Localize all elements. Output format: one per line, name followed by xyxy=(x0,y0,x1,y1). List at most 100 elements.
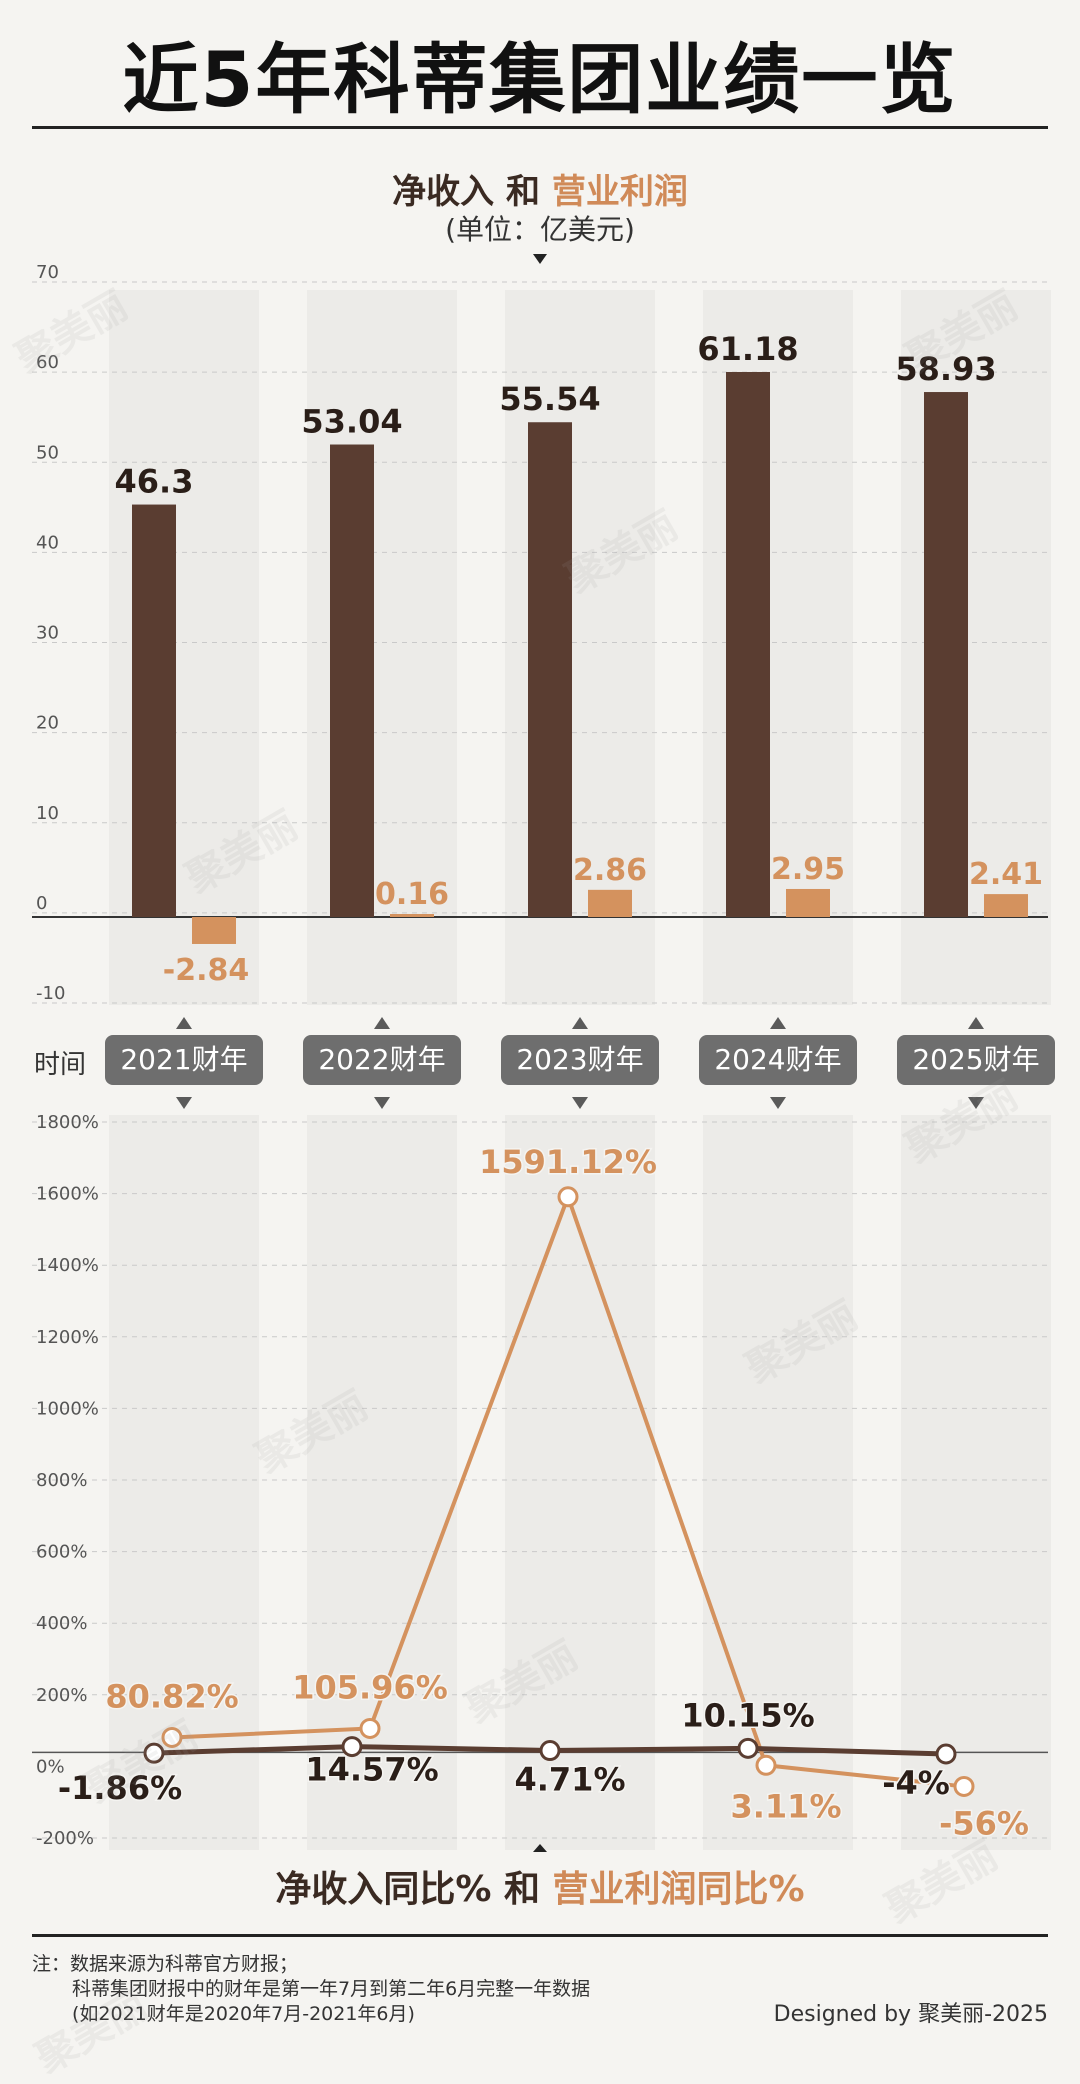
profit-value-label: -2.84 xyxy=(163,953,249,988)
triangle-down-icon xyxy=(572,1097,588,1109)
bottom-y-tick-label: 400% xyxy=(36,1613,87,1634)
triangle-down-icon xyxy=(533,254,547,264)
revenue-value-label: 61.18 xyxy=(697,330,798,368)
revenue-growth-point xyxy=(539,1740,561,1762)
revenue-growth-label: 14.57% xyxy=(305,1751,438,1789)
profit-bar-2024财年 xyxy=(786,888,830,917)
year-label-pill: 2023财年 xyxy=(501,1035,659,1085)
profit-growth-label: 3.11% xyxy=(730,1787,841,1825)
revenue-growth-point xyxy=(737,1737,759,1759)
profit-value-label: 0.16 xyxy=(375,877,449,912)
triangle-up-icon xyxy=(374,1017,390,1029)
top-chart-title-revenue: 净收入 xyxy=(392,172,495,212)
footer-divider xyxy=(32,1934,1048,1937)
revenue-growth-label: -1.86% xyxy=(58,1769,182,1807)
profit-value-label: 2.95 xyxy=(771,852,845,887)
column-band-top-1 xyxy=(109,290,259,1005)
year-label-pill: 2022财年 xyxy=(303,1035,461,1085)
footnote-line-1: 注：数据来源为科蒂官方财报； xyxy=(32,1953,299,1975)
top-y-tick-label: 10 xyxy=(36,803,59,824)
column-band-top-4 xyxy=(703,290,853,1005)
top-y-tick-label: -10 xyxy=(36,983,65,1004)
profit-bar-2025财年 xyxy=(984,894,1028,917)
year-label-pill: 2024财年 xyxy=(699,1035,857,1085)
top-y-tick-label: 20 xyxy=(36,713,59,734)
revenue-value-label: 53.04 xyxy=(301,403,402,441)
top-y-tick-label: 50 xyxy=(36,442,59,463)
profit-value-label: 2.41 xyxy=(969,857,1043,892)
revenue-growth-label: 4.71% xyxy=(514,1761,625,1799)
profit-growth-label: -56% xyxy=(939,1804,1029,1842)
bottom-chart-title-and: 和 xyxy=(503,1869,540,1910)
top-y-tick-label: 30 xyxy=(36,623,59,644)
profit-growth-point xyxy=(161,1726,183,1748)
bottom-y-tick-label: 1600% xyxy=(36,1184,99,1205)
profit-growth-label: 105.96% xyxy=(292,1668,448,1706)
profit-growth-label: 1591.12% xyxy=(479,1143,657,1181)
triangle-up-icon xyxy=(533,1844,547,1852)
triangle-down-icon xyxy=(374,1097,390,1109)
revenue-growth-point xyxy=(935,1743,957,1765)
top-chart-title: 净收入 和 营业利润 xyxy=(0,164,1080,213)
column-band-top-5 xyxy=(901,290,1051,1005)
top-y-tick-label: 0 xyxy=(36,893,47,914)
column-band-bottom-4 xyxy=(703,1115,853,1850)
bottom-y-tick-label: 800% xyxy=(36,1470,87,1491)
triangle-down-icon xyxy=(176,1097,192,1109)
revenue-growth-label: 10.15% xyxy=(681,1696,814,1734)
footnote-line-2: 科蒂集团财报中的财年是第一年7月到第二年6月完整一年数据 xyxy=(72,1978,591,2000)
year-label-pill: 2021财年 xyxy=(105,1035,263,1085)
bottom-chart-title-profit: 营业利润同比% xyxy=(552,1869,805,1910)
bottom-y-tick-label: 600% xyxy=(36,1542,87,1563)
profit-growth-point xyxy=(953,1775,975,1797)
top-y-tick-label: 70 xyxy=(36,262,59,283)
profit-bar-2021财年 xyxy=(192,917,236,944)
profit-growth-point xyxy=(359,1717,381,1739)
column-band-bottom-5 xyxy=(901,1115,1051,1850)
profit-growth-point xyxy=(557,1186,579,1208)
page-title: 近5年科蒂集团业绩一览 xyxy=(122,35,958,124)
top-chart-title-and: 和 xyxy=(506,172,540,212)
year-label-pill: 2025财年 xyxy=(897,1035,1055,1085)
bottom-y-tick-label: 1000% xyxy=(36,1398,99,1419)
footnote: 注：数据来源为科蒂官方财报； 科蒂集团财报中的财年是第一年7月到第二年6月完整一… xyxy=(32,1952,590,2027)
charts-svg: 70 60 50 40 30 20 10 0 -10 46.3 53.04 55.54 61.18 58.… xyxy=(32,262,1051,1852)
bottom-y-tick-label: 200% xyxy=(36,1685,87,1706)
unit-label: (单位：亿美元) xyxy=(445,213,635,246)
revenue-bar-2022财年 xyxy=(330,444,374,917)
top-y-tick-label: 40 xyxy=(36,532,59,553)
revenue-value-label: 58.93 xyxy=(895,350,996,388)
title-divider xyxy=(32,126,1048,129)
bottom-chart-title: 净收入同比% 和 营业利润同比% xyxy=(0,1860,1080,1912)
triangle-up-icon xyxy=(572,1017,588,1029)
bottom-y-tick-label: 0% xyxy=(36,1756,65,1777)
revenue-value-label: 55.54 xyxy=(499,380,600,418)
revenue-bar-2025财年 xyxy=(924,392,968,917)
time-label: 时间 xyxy=(34,1050,87,1080)
top-y-tick-label: 60 xyxy=(36,352,59,373)
revenue-growth-point xyxy=(341,1736,363,1758)
revenue-value-label: 46.3 xyxy=(115,463,194,501)
footnote-line-3: (如2021财年是2020年7月-2021年6月) xyxy=(72,2003,415,2025)
column-band-bottom-1 xyxy=(109,1115,259,1850)
top-chart-title-profit: 营业利润 xyxy=(551,172,688,212)
triangle-up-icon xyxy=(176,1017,192,1029)
triangle-up-icon xyxy=(968,1017,984,1029)
profit-growth-label: 80.82% xyxy=(105,1677,238,1715)
bottom-y-tick-label: -200% xyxy=(36,1828,94,1849)
bottom-y-tick-label: 1800% xyxy=(36,1112,99,1133)
bottom-chart-title-revenue: 净收入同比% xyxy=(275,1869,492,1910)
bottom-y-tick-label: 1200% xyxy=(36,1327,99,1348)
triangle-down-icon xyxy=(770,1097,786,1109)
bottom-y-tick-label: 1400% xyxy=(36,1255,99,1276)
profit-value-label: 2.86 xyxy=(573,853,647,888)
triangle-up-icon xyxy=(770,1017,786,1029)
column-band-bottom-3 xyxy=(505,1115,655,1850)
designed-by: Designed by 聚美丽-2025 xyxy=(773,2002,1048,2027)
revenue-bar-2021财年 xyxy=(132,504,176,917)
column-band-bottom-2 xyxy=(307,1115,457,1850)
profit-growth-point xyxy=(755,1754,777,1776)
triangle-down-icon xyxy=(968,1097,984,1109)
revenue-bar-2023财年 xyxy=(528,422,572,917)
revenue-growth-label: -4% xyxy=(882,1764,950,1802)
